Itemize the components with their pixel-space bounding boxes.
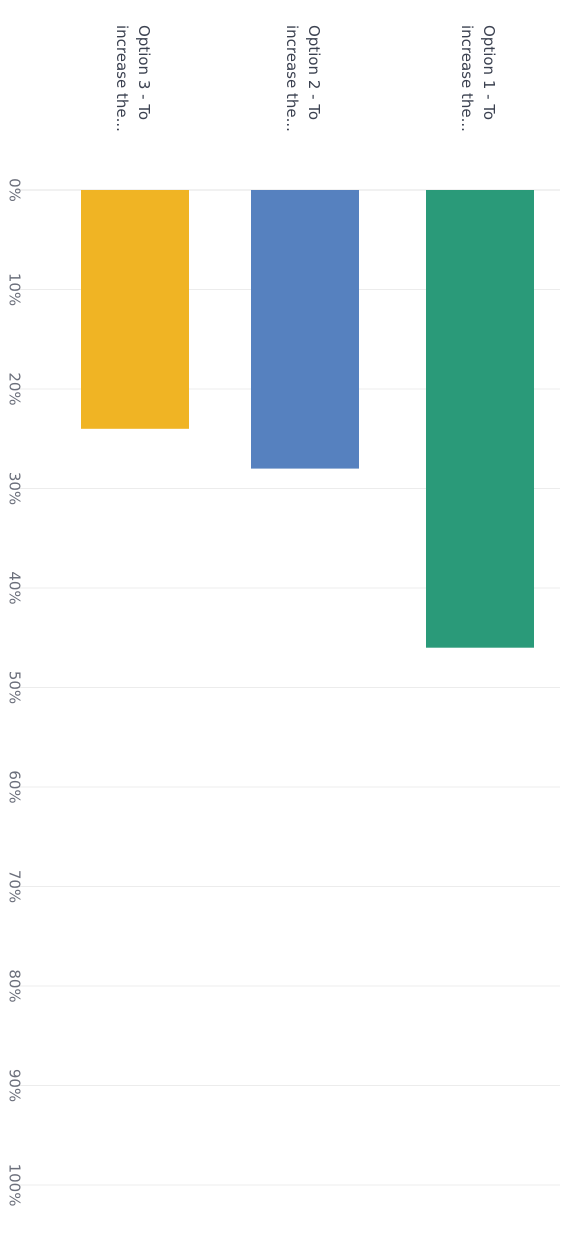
category-label-line: Option 3 - To	[135, 25, 153, 120]
tick-label: 50%	[6, 671, 24, 704]
category-label-line: increase the...	[113, 25, 131, 132]
category-label-line: Option 1 - To	[480, 25, 498, 120]
bar[interactable]	[251, 190, 359, 469]
category-label: Option 1 - Toincrease the...	[458, 25, 498, 132]
tick-label: 90%	[6, 1069, 24, 1102]
tick-label: 40%	[6, 571, 24, 604]
tick-label: 100%	[6, 1164, 24, 1207]
tick-label: 10%	[6, 273, 24, 306]
category-label-line: increase the...	[458, 25, 476, 132]
bars	[81, 190, 534, 648]
bar[interactable]	[426, 190, 534, 648]
value-axis-ticks: 0% 10% 20% 30% 40% 50% 60% 70% 80% 90% 100%	[6, 178, 24, 1206]
tick-label: 70%	[6, 870, 24, 903]
category-label-text: Option 2 - Toincrease the...	[283, 25, 323, 132]
tick-label: 60%	[6, 770, 24, 803]
category-label-text: Option 1 - Toincrease the...	[458, 25, 498, 132]
category-label-line: increase the...	[283, 25, 301, 132]
tick-label: 80%	[6, 969, 24, 1002]
tick-label: 30%	[6, 472, 24, 505]
category-labels: Option 1 - Toincrease the...Option 2 - T…	[113, 25, 498, 132]
bar[interactable]	[81, 190, 189, 429]
category-label: Option 2 - Toincrease the...	[283, 25, 323, 132]
category-label-text: Option 3 - Toincrease the...	[113, 25, 153, 132]
tick-label: 0%	[6, 178, 24, 202]
category-label-line: Option 2 - To	[305, 25, 323, 120]
tick-label: 20%	[6, 372, 24, 405]
category-label: Option 3 - Toincrease the...	[113, 25, 153, 132]
